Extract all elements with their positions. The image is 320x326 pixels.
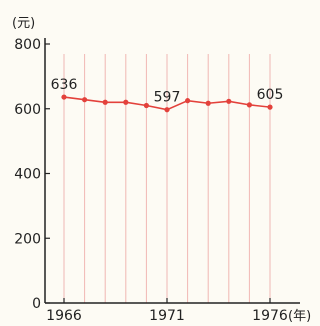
data-point-1966 [61, 94, 67, 100]
data-point-1974 [226, 98, 232, 104]
y-axis-unit-label: (元) [12, 16, 35, 31]
y-tick-label-200: 200 [14, 231, 41, 247]
data-point-1975 [246, 102, 252, 108]
data-point-1976 [267, 104, 273, 110]
y-tick-label-400: 400 [14, 167, 41, 183]
data-point-1972 [185, 98, 191, 104]
x-tick-label-1971: 1971 [149, 308, 185, 324]
data-point-1967 [82, 97, 88, 103]
data-label-1966: 636 [51, 77, 78, 93]
data-label-1976: 605 [257, 87, 284, 103]
x-axis-unit-label: (年) [288, 309, 311, 324]
x-tick-label-1966: 1966 [46, 308, 82, 324]
series-layer [61, 94, 273, 113]
tick-labels: 0 200 400 600 800 1966 1971 1976 [14, 37, 288, 324]
y-tick-label-800: 800 [14, 37, 41, 53]
data-point-1968 [102, 99, 108, 105]
data-labels: 636 597 605 [51, 77, 284, 106]
axes [44, 38, 300, 304]
data-point-1970 [143, 102, 149, 109]
data-label-1971: 597 [154, 90, 181, 106]
data-point-1971 [164, 107, 170, 113]
data-point-1973 [205, 100, 211, 106]
grid-lines [63, 54, 271, 303]
data-point-1969 [123, 99, 129, 105]
y-tick-label-600: 600 [14, 102, 41, 118]
x-tick-label-1976: 1976 [252, 308, 288, 324]
y-tick-label-0: 0 [32, 296, 41, 312]
